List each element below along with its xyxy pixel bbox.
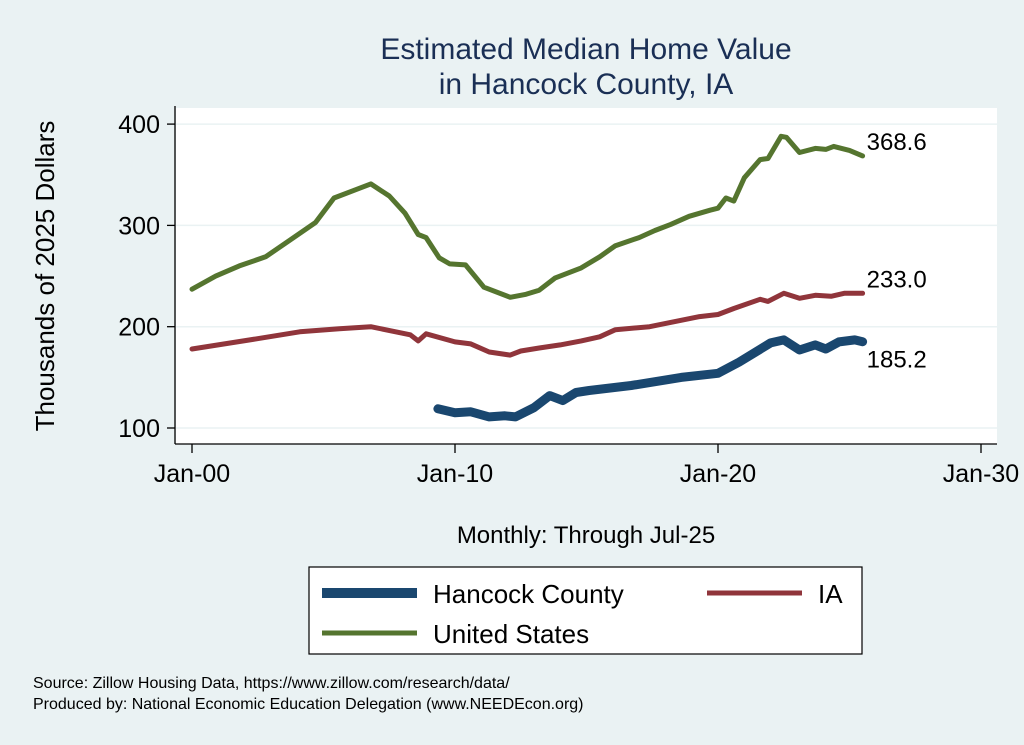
series-line-hancock-county bbox=[433, 335, 868, 422]
y-tick-label: 100 bbox=[118, 415, 160, 443]
legend-label: United States bbox=[433, 619, 589, 649]
y-axis-label: Thousands of 2025 Dollars bbox=[30, 121, 60, 432]
x-tick-label: Jan-30 bbox=[943, 460, 1019, 488]
chart-title-line-2: in Hancock County, IA bbox=[439, 68, 734, 101]
producer-note: Produced by: National Economic Education… bbox=[33, 696, 584, 713]
y-tick-label: 200 bbox=[118, 314, 160, 342]
chart-title-line-1: Estimated Median Home Value bbox=[380, 33, 791, 66]
end-data-label: 233.0 bbox=[867, 266, 927, 293]
x-axis-label: Monthly: Through Jul-25 bbox=[457, 522, 715, 549]
legend: Hancock County IA United States bbox=[308, 566, 863, 655]
series-line-united-states bbox=[189, 133, 866, 300]
legend-label: IA bbox=[818, 579, 843, 609]
x-tick-label: Jan-20 bbox=[680, 460, 756, 488]
end-data-label: 368.6 bbox=[867, 129, 927, 156]
y-tick-label: 300 bbox=[118, 212, 160, 240]
legend-label: Hancock County bbox=[433, 579, 624, 609]
series-line-ia bbox=[189, 290, 866, 358]
source-note: Source: Zillow Housing Data, https://www… bbox=[33, 675, 510, 692]
legend-box bbox=[308, 566, 863, 655]
end-data-label: 185.2 bbox=[867, 347, 927, 374]
x-tick-label: Jan-00 bbox=[154, 460, 230, 488]
y-tick-label: 400 bbox=[118, 111, 160, 139]
x-tick-label: Jan-10 bbox=[417, 460, 493, 488]
